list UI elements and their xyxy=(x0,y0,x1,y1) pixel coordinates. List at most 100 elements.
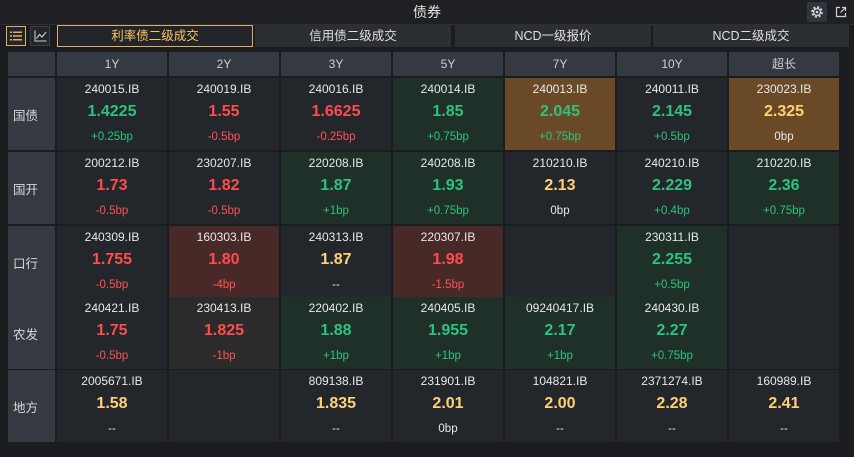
tab-1[interactable]: 利率债二级成交 xyxy=(57,25,253,47)
bond-code: 230413.IB xyxy=(196,301,252,315)
bond-cell xyxy=(729,226,839,298)
bond-cell[interactable]: 230207.IB 1.82 -0.5bp xyxy=(169,152,279,224)
column-header[interactable]: 1Y xyxy=(57,52,167,76)
column-header[interactable]: 超长 xyxy=(729,52,839,76)
bond-cell[interactable]: 210220.IB 2.36 +0.75bp xyxy=(729,152,839,224)
external-link-icon[interactable] xyxy=(831,2,851,22)
yield-change: +0.4bp xyxy=(654,205,690,217)
bond-cell[interactable]: 220208.IB 1.87 +1bp xyxy=(281,152,391,224)
bond-code: 231901.IB xyxy=(420,374,476,388)
bond-yield: 1.80 xyxy=(208,251,240,268)
bond-cell[interactable]: 240011.IB 2.145 +0.5bp xyxy=(617,78,727,150)
tab-2[interactable]: 信用债二级成交 xyxy=(255,25,451,47)
bond-code: 200212.IB xyxy=(84,156,140,170)
bond-code: 809138.IB xyxy=(308,374,364,388)
yield-change: -0.25bp xyxy=(316,131,356,143)
bond-code: 240210.IB xyxy=(644,156,700,170)
bond-code: 240019.IB xyxy=(196,82,252,96)
list-icon xyxy=(10,31,22,41)
bond-cell[interactable]: 200212.IB 1.73 -0.5bp xyxy=(57,152,167,224)
tab-3[interactable]: NCD一级报价 xyxy=(455,25,651,47)
yield-change: +0.5bp xyxy=(654,131,690,143)
bond-cell[interactable]: 230413.IB 1.825 -1bp xyxy=(169,297,279,369)
bond-code: 230311.IB xyxy=(645,230,699,244)
column-header[interactable]: 10Y xyxy=(617,52,727,76)
bond-cell[interactable]: 2371274.IB 2.28 -- xyxy=(617,370,727,442)
yield-change: +0.75bp xyxy=(427,205,469,217)
bond-code: 230023.IB xyxy=(756,82,812,96)
title-bar: 债券 xyxy=(0,0,854,25)
yield-change: +1bp xyxy=(547,350,573,362)
bond-yield: 1.93 xyxy=(432,177,464,194)
bond-cell[interactable]: 231901.IB 2.01 0bp xyxy=(393,370,503,442)
bond-cell[interactable]: 240019.IB 1.55 -0.5bp xyxy=(169,78,279,150)
row-header: 口行 xyxy=(8,226,55,298)
bond-cell[interactable]: 2005671.IB 1.58 -- xyxy=(57,370,167,442)
bond-yield-grid: 1Y 2Y 3Y 5Y 7Y 10Y 超长 国债 240015.IB 1.4225 +0.25bp 2… xyxy=(8,52,846,452)
yield-change: +0.75bp xyxy=(427,131,469,143)
bond-cell[interactable]: 240210.IB 2.229 +0.4bp xyxy=(617,152,727,224)
window-title: 债券 xyxy=(413,4,441,20)
bond-yield: 1.82 xyxy=(208,177,240,194)
column-header[interactable]: 2Y xyxy=(169,52,279,76)
bond-yield: 2.17 xyxy=(544,322,576,339)
bond-cell[interactable]: 210210.IB 2.13 0bp xyxy=(505,152,615,224)
bond-cell[interactable]: 240430.IB 2.27 +0.75bp xyxy=(617,297,727,369)
yield-change: 0bp xyxy=(550,205,570,217)
bond-yield: 1.85 xyxy=(432,103,464,120)
bond-code: 210220.IB xyxy=(756,156,812,170)
bond-cell[interactable]: 230311.IB 2.255 +0.5bp xyxy=(617,226,727,298)
row-header: 国债 xyxy=(8,78,55,150)
gear-icon[interactable] xyxy=(807,2,827,22)
row-header: 农发 xyxy=(8,297,55,369)
bond-code: 240208.IB xyxy=(420,156,476,170)
yield-change: -- xyxy=(780,423,788,435)
bond-cell[interactable]: 240208.IB 1.93 +0.75bp xyxy=(393,152,503,224)
bond-cell[interactable]: 240014.IB 1.85 +0.75bp xyxy=(393,78,503,150)
bond-cell[interactable]: 220307.IB 1.98 -1.5bp xyxy=(393,226,503,298)
bond-code: 240014.IB xyxy=(420,82,476,96)
bond-cell[interactable]: 240421.IB 1.75 -0.5bp xyxy=(57,297,167,369)
bond-cell[interactable]: 230023.IB 2.325 0bp xyxy=(729,78,839,150)
yield-change: -- xyxy=(668,423,676,435)
bond-code: 2005671.IB xyxy=(81,374,143,388)
yield-change: -0.5bp xyxy=(95,205,129,217)
toolbar: 利率债二级成交 信用债二级成交 NCD一级报价 NCD二级成交 xyxy=(0,24,854,50)
bond-yield: 1.88 xyxy=(320,322,352,339)
tab-4[interactable]: NCD二级成交 xyxy=(653,25,849,47)
bond-cell[interactable]: 240013.IB 2.045 +0.75bp xyxy=(505,78,615,150)
column-header[interactable]: 5Y xyxy=(393,52,503,76)
bond-cell[interactable]: 240016.IB 1.6625 -0.25bp xyxy=(281,78,391,150)
bond-cell[interactable]: 09240417.IB 2.17 +1bp xyxy=(505,297,615,369)
bond-code: 240313.IB xyxy=(308,230,364,244)
bond-code: 240011.IB xyxy=(645,82,699,96)
bond-cell[interactable]: 809138.IB 1.835 -- xyxy=(281,370,391,442)
bond-yield: 2.01 xyxy=(432,395,464,412)
list-view-button[interactable] xyxy=(6,26,26,46)
bond-cell[interactable]: 240015.IB 1.4225 +0.25bp xyxy=(57,78,167,150)
bond-yield: 1.87 xyxy=(320,177,352,194)
yield-change: +0.75bp xyxy=(539,131,581,143)
bond-code: 240405.IB xyxy=(420,301,476,315)
bond-cell[interactable]: 240313.IB 1.87 -- xyxy=(281,226,391,298)
bond-yield: 2.229 xyxy=(651,177,693,194)
bond-cell xyxy=(169,370,279,442)
yield-change: +1bp xyxy=(323,205,349,217)
bond-yield: 2.145 xyxy=(651,103,693,120)
bond-yield: 1.835 xyxy=(315,395,357,412)
bond-code: 210210.IB xyxy=(532,156,588,170)
bond-cell[interactable]: 240309.IB 1.755 -0.5bp xyxy=(57,226,167,298)
chart-view-button[interactable] xyxy=(30,26,50,46)
bond-yield: 1.55 xyxy=(208,103,240,120)
yield-change: -1.5bp xyxy=(431,279,465,291)
bond-yield: 2.045 xyxy=(539,103,581,120)
bond-cell[interactable]: 220402.IB 1.88 +1bp xyxy=(281,297,391,369)
bond-cell[interactable]: 160303.IB 1.80 -4bp xyxy=(169,226,279,298)
bond-cell[interactable]: 104821.IB 2.00 -- xyxy=(505,370,615,442)
bond-cell[interactable]: 160989.IB 2.41 -- xyxy=(729,370,839,442)
bond-yield: 2.255 xyxy=(651,251,693,268)
column-header[interactable]: 3Y xyxy=(281,52,391,76)
bond-cell[interactable]: 240405.IB 1.955 +1bp xyxy=(393,297,503,369)
column-header[interactable]: 7Y xyxy=(505,52,615,76)
bond-cell xyxy=(505,226,615,298)
